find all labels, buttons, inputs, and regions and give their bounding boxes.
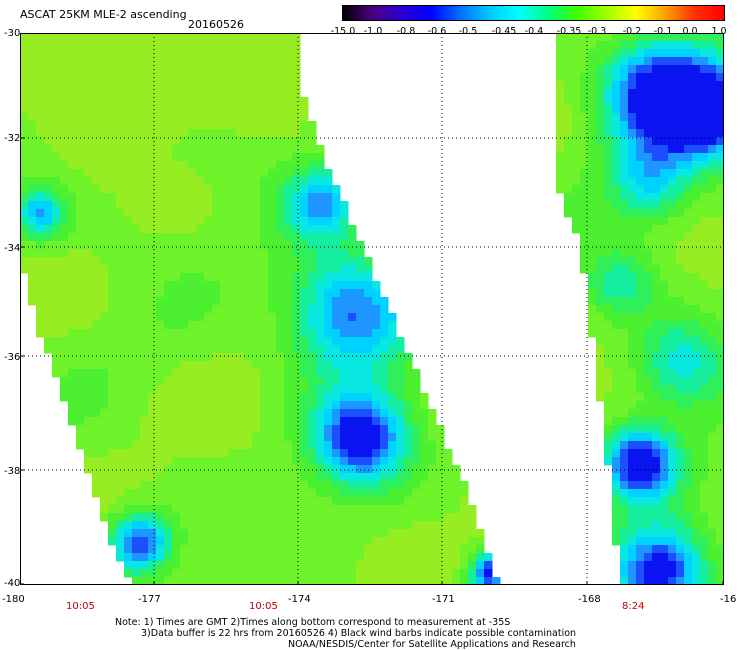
colorbar-label: 1.0 — [711, 26, 727, 37]
swath-cells — [20, 33, 724, 585]
y-axis-label: -30 — [4, 28, 21, 39]
map-title: ASCAT 25KM MLE-2 ascending — [20, 8, 187, 21]
note-line-3: NOAA/NESDIS/Center for Satellite Applica… — [288, 639, 576, 650]
colorbar-label: -0.5 — [458, 26, 478, 37]
pass-time: 10:05 — [249, 601, 278, 612]
y-axis-label: -38 — [4, 466, 21, 477]
x-axis-label: -171 — [432, 594, 455, 605]
x-axis-label: -168 — [578, 594, 601, 605]
y-axis-label: -34 — [4, 243, 21, 254]
colorbar — [342, 5, 725, 21]
map-date: 20160526 — [188, 18, 244, 31]
y-axis-label: -32 — [4, 133, 21, 144]
pass-time: 10:05 — [66, 601, 95, 612]
colorbar-label: -0.4 — [524, 26, 544, 37]
x-axis-label: -174 — [288, 594, 311, 605]
colorbar-label: -0.1 — [653, 26, 673, 37]
x-axis-label: -177 — [138, 594, 161, 605]
colorbar-label: 0.0 — [682, 26, 698, 37]
x-axis-label: -16 — [720, 594, 737, 605]
note-line-1: Note: 1) Times are GMT 2)Times along bot… — [115, 617, 511, 628]
colorbar-label: -0.8 — [396, 26, 416, 37]
colorbar-label: -1.0 — [363, 26, 383, 37]
colorbar-label: -0.6 — [427, 26, 447, 37]
colorbar-label: -0.45 — [491, 26, 517, 37]
y-axis-label: -40 — [4, 578, 21, 589]
swath-map — [20, 33, 724, 585]
x-axis-label: -180 — [2, 594, 25, 605]
y-axis-label: -36 — [4, 352, 21, 363]
colorbar-label: -0.35 — [556, 26, 582, 37]
pass-time: 8:24 — [622, 601, 645, 612]
grid-lines — [20, 33, 724, 585]
note-line-2: 3)Data buffer is 22 hrs from 20160526 4)… — [141, 628, 577, 639]
map-frame — [20, 33, 724, 585]
colorbar-label: -15.0 — [330, 26, 356, 37]
colorbar-label: -0.2 — [622, 26, 642, 37]
colorbar-label: -0.3 — [587, 26, 607, 37]
